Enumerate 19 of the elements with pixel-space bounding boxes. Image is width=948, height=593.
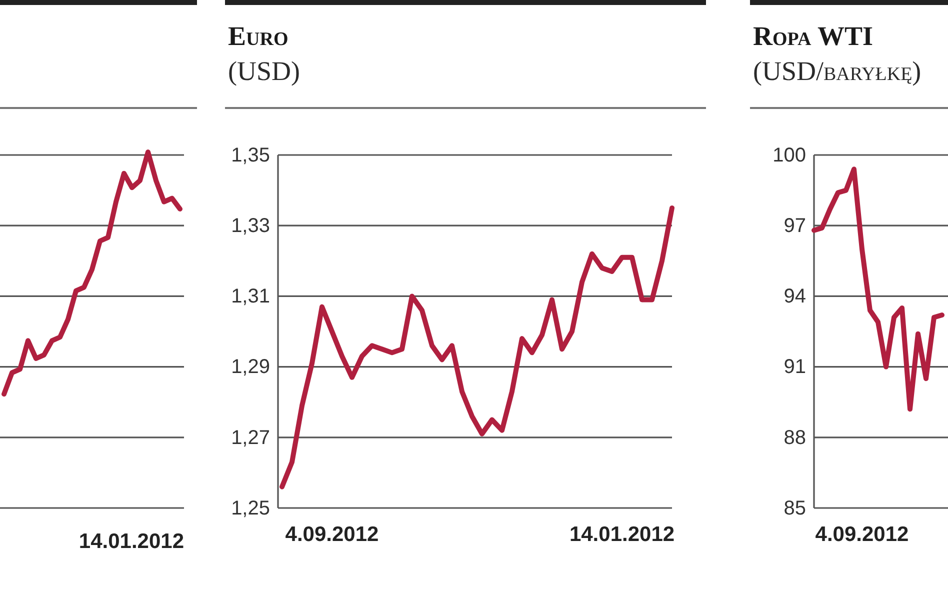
chart-subtitle: (USD/baryłkę) xyxy=(753,56,922,86)
y-tick-label: 85 xyxy=(784,497,806,520)
y-tick-label: 100 xyxy=(772,144,806,166)
y-tick-label: 91 xyxy=(784,356,806,378)
y-tick-label: 1,31 xyxy=(231,286,270,308)
x-tick-label: 14.01.2012 xyxy=(569,522,675,546)
y-tick-label: 1,27 xyxy=(231,426,270,449)
y-tick-label: 1,29 xyxy=(231,356,270,378)
chart-title: Ropa WTI xyxy=(753,21,873,51)
x-tick-label: 4.09.2012 xyxy=(815,522,909,546)
chart-subtitle: (USD) xyxy=(228,56,300,86)
y-tick-label: 97 xyxy=(784,215,806,237)
y-tick-label: 1,25 xyxy=(231,497,270,520)
y-tick-label: 88 xyxy=(784,426,806,449)
y-tick-label: 1,33 xyxy=(231,215,270,237)
chart-title: Euro xyxy=(228,21,288,51)
y-tick-label: 1,35 xyxy=(231,144,270,166)
y-tick-label: 94 xyxy=(784,286,806,308)
x-tick-label: 4.09.2012 xyxy=(285,522,379,546)
